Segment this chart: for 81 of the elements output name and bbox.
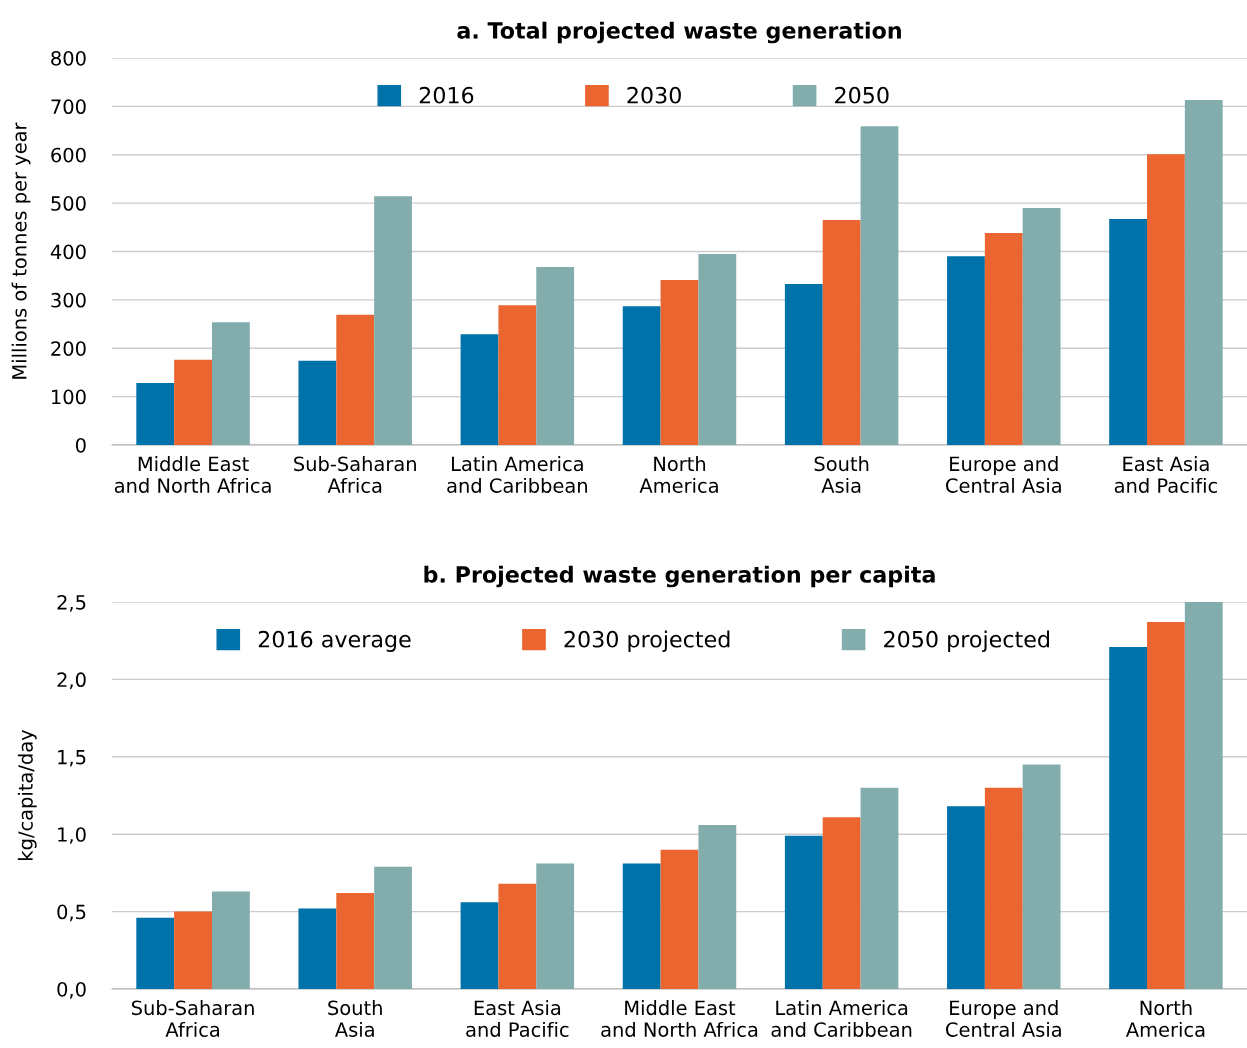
bar xyxy=(622,863,661,989)
bar xyxy=(174,359,212,445)
y-tick-label: 1,0 xyxy=(58,827,86,844)
bar xyxy=(660,280,699,445)
x-tick-label: North America xyxy=(639,456,718,493)
bar xyxy=(660,849,699,989)
bar xyxy=(498,883,537,989)
bar xyxy=(374,196,412,445)
bar xyxy=(536,266,575,445)
bar xyxy=(498,305,537,445)
legend-label: 2016 average xyxy=(258,630,411,652)
x-tick-label: Middle East and North Africa xyxy=(601,1000,758,1037)
bar xyxy=(136,383,175,445)
bar xyxy=(336,893,375,989)
bar xyxy=(174,911,212,989)
bar xyxy=(698,253,737,445)
y-axis-title: Millions of tonnes per year xyxy=(11,122,31,379)
bar xyxy=(984,233,1023,445)
bar xyxy=(1109,219,1148,445)
bar xyxy=(211,322,250,445)
bar xyxy=(1147,154,1185,445)
y-axis-title: kg/capita/day xyxy=(17,729,37,860)
bar xyxy=(784,835,823,989)
legend-label: 2050 projected xyxy=(884,630,1049,652)
bar xyxy=(1184,602,1223,989)
legend-label: 2016 xyxy=(419,86,474,104)
bar xyxy=(211,891,250,989)
y-tick-label: 2,5 xyxy=(57,594,86,612)
bar xyxy=(536,863,575,989)
bar xyxy=(822,817,861,989)
bar xyxy=(298,360,337,445)
bar xyxy=(1022,207,1061,445)
y-tick-label: 0,0 xyxy=(57,981,86,999)
x-tick-label: Latin America and Caribbean xyxy=(771,1000,912,1037)
bar xyxy=(1184,100,1223,445)
y-tick-label: 400 xyxy=(50,244,86,260)
x-tick-label: South Asia xyxy=(814,456,869,493)
bar xyxy=(860,787,899,989)
bar xyxy=(136,917,175,989)
y-tick-label: 0 xyxy=(75,437,86,453)
bar xyxy=(698,824,737,989)
y-tick-label: 500 xyxy=(51,196,86,211)
bar xyxy=(374,866,412,989)
y-tick-label: 1,5 xyxy=(58,750,86,767)
x-tick-label: North America xyxy=(1125,1000,1205,1037)
x-tick-label: Latin America and Caribbean xyxy=(447,456,587,493)
bar xyxy=(784,283,823,445)
y-tick-label: 200 xyxy=(51,341,86,356)
bar xyxy=(336,314,375,445)
bar xyxy=(622,306,661,445)
y-tick-label: 0,5 xyxy=(57,904,86,922)
x-tick-label: East Asia and Pacific xyxy=(1114,456,1217,493)
y-tick-label: 800 xyxy=(51,50,86,66)
bar xyxy=(460,334,499,445)
x-tick-label: Sub-Saharan Africa xyxy=(131,1000,254,1037)
bar xyxy=(984,787,1023,989)
bar xyxy=(1109,646,1148,989)
legend-label: 2030 projected xyxy=(564,630,730,652)
x-tick-label: South Asia xyxy=(328,1000,382,1037)
chart-title: a. Total projected waste generation xyxy=(457,21,901,44)
y-tick-label: 2,0 xyxy=(57,672,86,690)
bar xyxy=(298,908,337,989)
chart-title: b. Projected waste generation per capita xyxy=(424,565,935,588)
bar xyxy=(1147,622,1185,989)
bar xyxy=(947,806,985,989)
bar xyxy=(1022,764,1061,989)
y-tick-label: 700 xyxy=(51,99,86,115)
bar xyxy=(860,126,899,445)
y-tick-label: 300 xyxy=(51,292,86,308)
x-tick-label: Middle East and North Africa xyxy=(114,456,271,493)
bar xyxy=(460,902,499,989)
x-tick-label: East Asia and Pacific xyxy=(466,1000,569,1037)
x-tick-label: Europe and Central Asia xyxy=(946,456,1061,493)
x-tick-label: Europe and Central Asia xyxy=(946,1000,1061,1037)
x-tick-label: Sub-Saharan Africa xyxy=(294,456,416,493)
y-tick-label: 100 xyxy=(52,389,86,405)
legend-label: 2050 xyxy=(835,86,889,104)
bar xyxy=(947,256,985,445)
bar xyxy=(822,220,861,445)
y-tick-label: 600 xyxy=(51,147,86,163)
legend-label: 2030 xyxy=(627,86,681,104)
